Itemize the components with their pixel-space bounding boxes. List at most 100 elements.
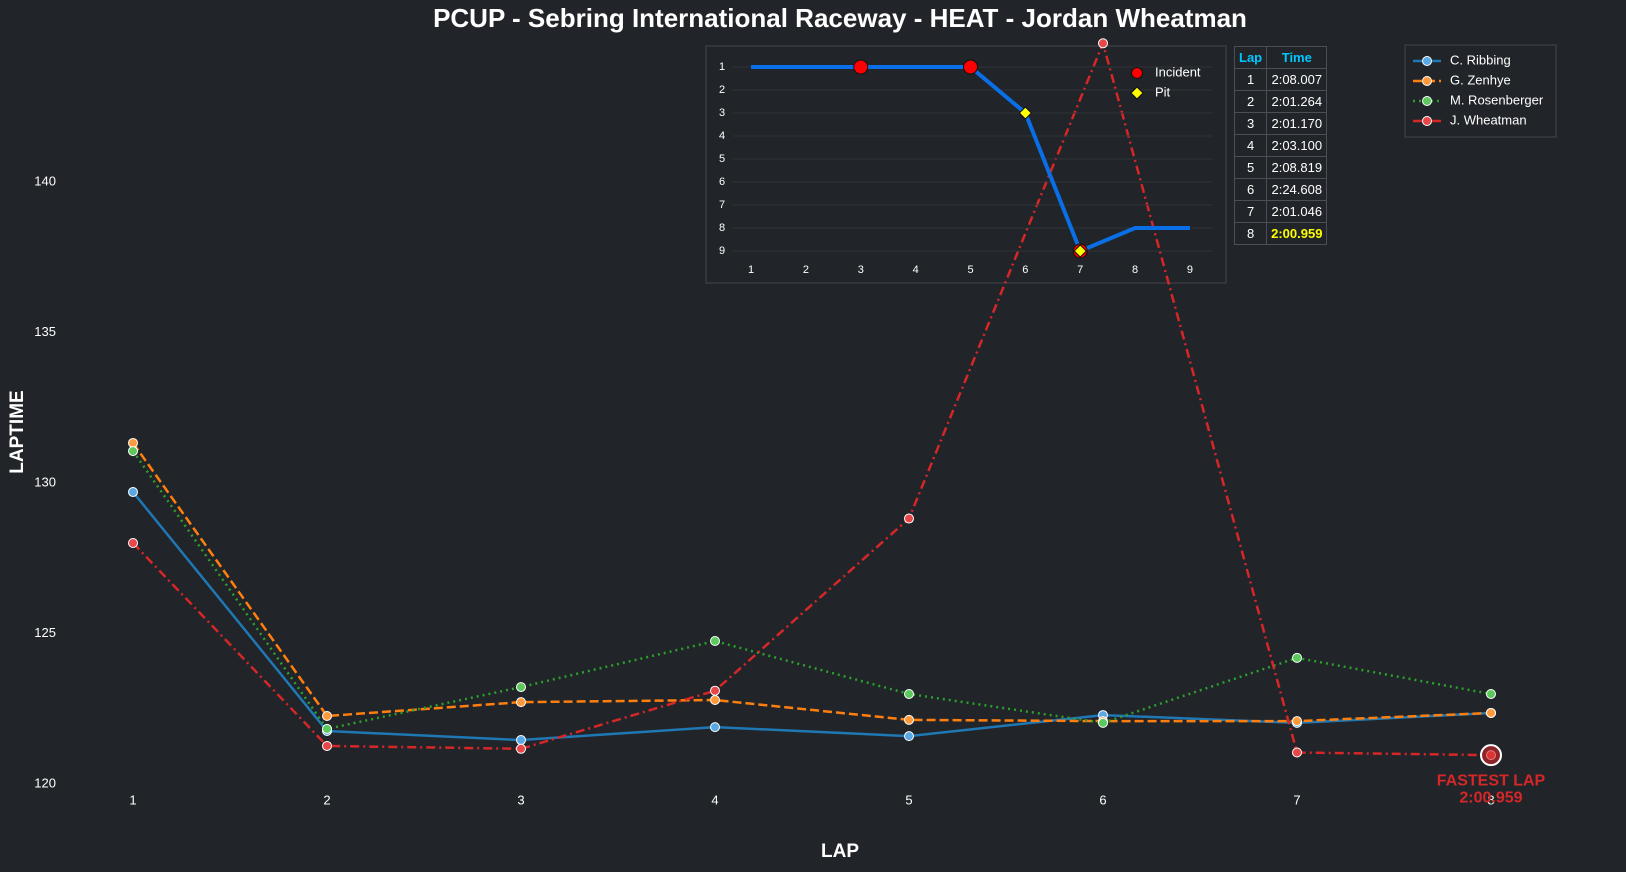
- series-line: [132, 491, 1492, 742]
- inset-y-tick-label: 6: [719, 176, 725, 188]
- incident-marker: [1131, 67, 1143, 79]
- data-point: [1486, 707, 1496, 718]
- inset-x-tick-label: 4: [913, 264, 919, 276]
- series-line: [131, 442, 1492, 723]
- inset-y-tick-label: 9: [719, 245, 725, 257]
- y-tick-label: 125: [34, 625, 56, 640]
- legend-label: J. Wheatman: [1450, 112, 1527, 127]
- data-point: [710, 722, 720, 733]
- column-header: Lap: [1233, 46, 1268, 69]
- table-cell: 2:01.046: [1266, 200, 1328, 223]
- table-cell: 5: [1233, 156, 1268, 179]
- data-point: [710, 695, 720, 706]
- inset-x-tick-label: 9: [1187, 264, 1193, 276]
- table-cell: 7: [1233, 200, 1268, 223]
- inset-y-tick-label: 3: [719, 107, 725, 119]
- inset-y-tick-label: 1: [719, 61, 725, 73]
- pit-marker: [1073, 244, 1087, 258]
- chart-title: PCUP - Sebring International Raceway - H…: [433, 3, 1247, 33]
- legend-marker: [1422, 56, 1432, 66]
- y-axis-label: LAPTIME: [7, 390, 28, 473]
- legend-marker: [1422, 116, 1432, 126]
- y-tick-label: 135: [34, 324, 56, 339]
- data-point: [322, 740, 332, 751]
- table-cell: 8: [1233, 222, 1268, 245]
- data-point: [1292, 747, 1302, 758]
- data-point: [516, 735, 526, 746]
- table-cell: 2:08.819: [1266, 156, 1328, 179]
- inset-x-tick-label: 2: [803, 264, 809, 276]
- data-point: [710, 685, 720, 696]
- incident-marker: [963, 59, 978, 75]
- table-header: Lap Time: [1233, 46, 1328, 69]
- data-point: [128, 487, 138, 498]
- legend-label: M. Rosenberger: [1450, 92, 1544, 107]
- data-point: [1292, 652, 1302, 663]
- x-tick-label: 6: [1099, 792, 1106, 807]
- data-point: [1292, 716, 1302, 727]
- inset-x-tick-label: 1: [748, 264, 754, 276]
- table-cell: 1: [1233, 68, 1268, 91]
- legend-label: G. Zenhye: [1450, 72, 1511, 87]
- legend-label: C. Ribbing: [1450, 52, 1511, 67]
- data-point: [516, 682, 526, 693]
- table-cell: 4: [1233, 134, 1268, 157]
- lap-table: Lap Time 1 2:08.007 2 2:01.264 3 2:01.170 4 2:03.…: [1233, 46, 1328, 245]
- table-row: 1 2:08.007: [1233, 68, 1328, 91]
- inset-x-tick-label: 6: [1022, 264, 1028, 276]
- x-tick-label: 8: [1487, 792, 1494, 807]
- annotation: 2:00.959: [1459, 789, 1522, 806]
- inset-x-tick-label: 5: [967, 264, 973, 276]
- series-line: [131, 450, 1492, 731]
- data-point: [516, 697, 526, 708]
- x-tick-label: 2: [323, 792, 330, 807]
- table-cell: 3: [1233, 112, 1268, 135]
- inset-legend-label: Incident: [1155, 64, 1201, 79]
- data-point: [904, 714, 914, 725]
- series-line: [132, 39, 1492, 757]
- x-axis-label: LAP: [821, 841, 859, 862]
- inset-x-tick-label: 7: [1077, 264, 1083, 276]
- table-cell: 2:24.608: [1266, 178, 1328, 201]
- inset-x-tick-label: 3: [858, 264, 864, 276]
- data-point: [128, 446, 138, 457]
- pit-marker: [1018, 106, 1033, 120]
- annotation: FASTEST LAP: [1437, 772, 1546, 789]
- data-point: [1486, 689, 1496, 700]
- x-tick-label: 7: [1293, 792, 1300, 807]
- data-point: [128, 537, 138, 548]
- x-tick-label: 4: [711, 792, 718, 807]
- y-tick-label: 130: [34, 474, 56, 489]
- data-point: [710, 636, 720, 647]
- inset-y-tick-label: 2: [719, 84, 725, 96]
- pit-marker: [1130, 86, 1144, 100]
- table-cell: 2:00.959: [1266, 222, 1328, 245]
- y-tick-label: 140: [34, 173, 56, 188]
- inset-frame: [705, 45, 1227, 284]
- fastest-lap-ring: [1480, 744, 1502, 767]
- data-point: [322, 710, 332, 721]
- data-point: [1098, 38, 1108, 49]
- inset-y-tick-label: 4: [719, 130, 725, 142]
- table-cell: 2: [1233, 90, 1268, 113]
- table-cell: 2:03.100: [1266, 134, 1328, 157]
- data-point: [516, 743, 526, 754]
- table-row: 5 2:08.819: [1233, 156, 1328, 179]
- legend-marker: [1422, 76, 1432, 86]
- incident-marker: [853, 59, 869, 75]
- data-point: [904, 731, 914, 742]
- inset-y-tick-label: 5: [719, 153, 725, 165]
- table-cell: 2:01.170: [1266, 112, 1328, 135]
- table-row: 2 2:01.264: [1233, 90, 1328, 113]
- legend-marker: [1422, 96, 1432, 106]
- table-cell: 6: [1233, 178, 1268, 201]
- y-tick-label: 120: [34, 775, 56, 790]
- data-point: [1098, 717, 1108, 728]
- data-point: [322, 723, 332, 734]
- x-tick-label: 3: [517, 792, 524, 807]
- inset-y-tick-label: 7: [719, 199, 725, 211]
- data-point: [904, 689, 914, 700]
- table-row: 3 2:01.170: [1233, 112, 1328, 135]
